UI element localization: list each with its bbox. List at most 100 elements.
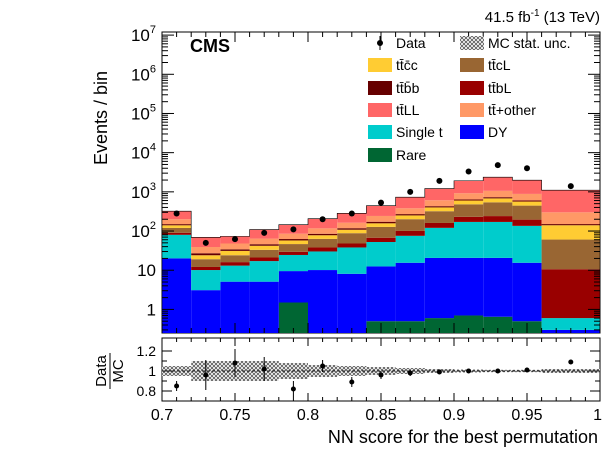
bar-segment — [454, 200, 484, 205]
bar-segment — [395, 235, 425, 263]
bar-segment — [512, 180, 542, 194]
x-axis-label: NN score for the best permutation — [328, 427, 598, 447]
bar-segment — [308, 228, 338, 234]
series-tt-other — [162, 190, 600, 254]
bar-segment — [191, 266, 221, 271]
bar-segment — [483, 197, 513, 199]
bar-segment — [162, 219, 192, 225]
data-point — [290, 226, 297, 233]
bar-segment — [191, 290, 221, 333]
bar-segment — [337, 243, 367, 248]
series-tt-b-b — [162, 197, 600, 256]
legend-entry: Rare — [368, 147, 427, 163]
ratio-point — [261, 366, 267, 372]
legend: Data MC stat. unc. tt̄c̄c tt̄cL tt̄b̄b tt̄bL t… — [368, 35, 570, 163]
bar-segment — [220, 255, 250, 263]
bar-segment — [220, 265, 250, 282]
bar-segment — [191, 255, 221, 260]
main-panel: 1 10 102 103 104 105 106 107 CMS Data MC stat. u… — [91, 24, 601, 334]
legend-entry: DY — [460, 124, 508, 140]
data-point — [232, 236, 238, 243]
bar-segment — [278, 254, 308, 272]
data-point — [407, 188, 414, 195]
series-t-t-bl — [162, 216, 600, 319]
bar-segment — [483, 216, 513, 222]
bar-segment — [512, 205, 542, 220]
bar-segment — [424, 200, 454, 207]
bar-segment — [162, 232, 192, 235]
ratio-y-tick-label: 1.2 — [137, 343, 157, 359]
legend-label: tt̄bL — [488, 80, 512, 96]
bar-segment — [366, 266, 396, 322]
ratio-point — [349, 379, 355, 385]
bar-segment — [220, 243, 250, 250]
stack-outline — [161, 176, 601, 333]
legend-entry: tt̄cL — [460, 57, 511, 73]
bar-segment — [162, 234, 192, 259]
legend-label: DY — [488, 124, 508, 140]
bar-segment — [337, 247, 367, 274]
legend-marker — [377, 40, 383, 46]
data-point — [524, 165, 530, 172]
legend-swatch — [368, 148, 392, 162]
bar-segment — [337, 228, 367, 230]
bar-segment — [395, 262, 425, 322]
bar-segment — [395, 215, 425, 220]
ratio-y-tick-label: 0.8 — [137, 383, 157, 399]
ratio-point — [174, 383, 180, 389]
bar-segment — [337, 222, 367, 229]
legend-entry: Data — [377, 35, 426, 51]
bar-segment — [424, 211, 454, 223]
bar-segment — [308, 251, 338, 271]
y-tick-label: 107 — [131, 24, 156, 45]
bar-segment — [249, 261, 279, 282]
bar-segment — [337, 229, 367, 234]
cms-label: CMS — [190, 36, 230, 56]
data-point — [436, 177, 443, 184]
legend-label: Data — [396, 35, 426, 51]
bar-segment — [454, 315, 484, 333]
bar-segment — [424, 206, 454, 208]
bar-segment — [454, 180, 484, 194]
ratio-point — [436, 369, 442, 375]
bar-segment — [249, 257, 279, 262]
bar-segment — [366, 226, 396, 238]
bar-segment — [308, 235, 338, 239]
bar-segment — [512, 262, 542, 322]
bar-segment — [424, 227, 454, 258]
bar-segment — [541, 318, 600, 330]
mc-unc-band — [162, 366, 192, 376]
bar-segment — [162, 224, 192, 226]
x-tick-label: 0.9 — [443, 407, 465, 424]
ratio-y-tick-label: 1 — [148, 363, 156, 379]
bar-segment — [541, 224, 600, 226]
bar-segment — [483, 221, 513, 258]
data-point — [378, 199, 384, 206]
bar-segment — [424, 257, 454, 319]
bar-segment — [454, 204, 484, 217]
bar-segment — [483, 177, 513, 191]
bar-segment — [512, 225, 542, 263]
bar-segment — [308, 270, 338, 333]
bar-segment — [308, 238, 338, 248]
legend-swatch — [460, 58, 484, 72]
bar-segment — [191, 253, 221, 256]
bar-segment — [483, 257, 513, 317]
data-point — [173, 210, 180, 217]
legend-entry: Single t — [368, 124, 443, 140]
bar-segment — [220, 250, 250, 256]
y-tick-label: 105 — [131, 102, 156, 123]
bar-segment — [541, 212, 600, 225]
legend-entry: MC stat. unc. — [460, 35, 570, 51]
bar-segment — [395, 208, 425, 215]
lumi-exponent: -1 — [531, 8, 540, 19]
bar-segment — [308, 218, 338, 229]
legend-label: MC stat. unc. — [488, 35, 570, 51]
bar-segment — [278, 244, 308, 252]
data-point — [202, 239, 209, 246]
bar-segment — [191, 247, 221, 254]
legend-swatch — [368, 103, 392, 117]
bar-segment — [278, 240, 308, 245]
ratio-point — [524, 367, 530, 373]
series-tt-c-c — [162, 198, 600, 260]
